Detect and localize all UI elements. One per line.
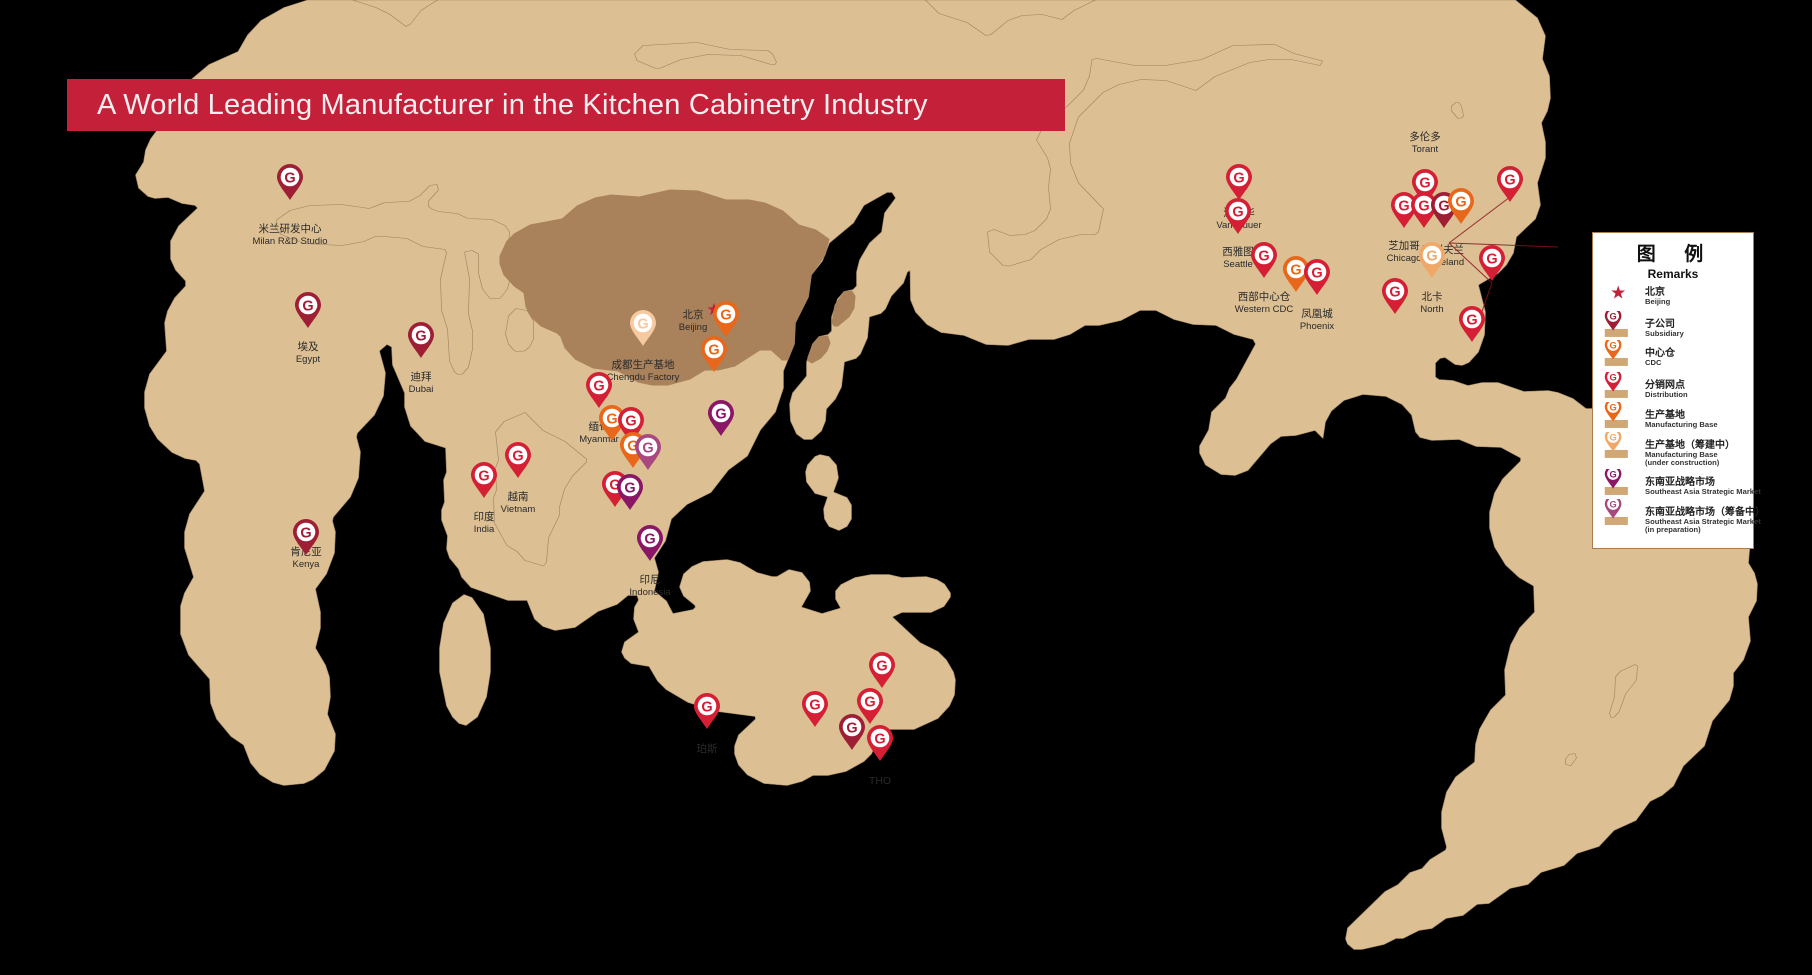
svg-text:G: G: [1486, 251, 1497, 267]
svg-text:G: G: [846, 720, 857, 736]
svg-text:北卡: 北卡: [1422, 290, 1443, 303]
svg-text:G: G: [874, 731, 885, 747]
svg-text:G: G: [809, 697, 820, 713]
svg-text:G: G: [1419, 175, 1430, 191]
svg-text:G: G: [593, 378, 604, 394]
svg-text:G: G: [284, 170, 295, 186]
svg-text:G: G: [1609, 340, 1616, 350]
svg-text:G: G: [625, 413, 636, 429]
svg-text:G: G: [644, 531, 655, 547]
svg-text:Western CDC: Western CDC: [1235, 304, 1294, 315]
svg-text:Kenya: Kenya: [293, 559, 321, 570]
svg-text:G: G: [512, 448, 523, 464]
svg-text:G: G: [1426, 248, 1437, 264]
svg-text:G: G: [701, 699, 712, 715]
svg-text:THO: THO: [869, 775, 891, 787]
svg-text:印度: 印度: [474, 510, 495, 523]
svg-text:G: G: [1609, 372, 1616, 382]
svg-text:G: G: [478, 468, 489, 484]
svg-text:印尼: 印尼: [640, 574, 661, 586]
svg-text:G: G: [300, 525, 311, 541]
svg-text:G: G: [624, 480, 635, 496]
svg-text:G: G: [1609, 402, 1616, 412]
svg-text:G: G: [876, 658, 887, 674]
svg-text:Beijing: Beijing: [679, 322, 708, 333]
svg-text:米兰研发中心: 米兰研发中心: [259, 222, 322, 235]
svg-text:G: G: [1311, 265, 1322, 281]
svg-text:G: G: [1609, 311, 1616, 321]
svg-text:G: G: [708, 342, 719, 358]
svg-text:G: G: [415, 328, 426, 344]
svg-text:Dubai: Dubai: [409, 384, 434, 395]
svg-text:India: India: [474, 524, 495, 535]
svg-text:芝加哥: 芝加哥: [1388, 239, 1420, 252]
svg-text:G: G: [637, 316, 648, 332]
svg-text:Torant: Torant: [1412, 144, 1439, 155]
svg-text:G: G: [1609, 432, 1616, 442]
svg-text:Vietnam: Vietnam: [501, 504, 536, 515]
svg-text:G: G: [1609, 499, 1616, 509]
svg-text:G: G: [1504, 172, 1515, 188]
svg-text:★: ★: [1610, 283, 1626, 303]
svg-text:G: G: [606, 411, 617, 427]
svg-text:G: G: [1258, 248, 1269, 264]
svg-text:西雅图: 西雅图: [1222, 245, 1254, 258]
svg-text:Chengdu Factory: Chengdu Factory: [607, 372, 680, 383]
svg-text:G: G: [1609, 469, 1616, 479]
svg-text:越南: 越南: [508, 490, 529, 503]
svg-text:G: G: [1232, 204, 1243, 220]
svg-text:西部中心仓: 西部中心仓: [1238, 290, 1291, 303]
svg-text:埃及: 埃及: [298, 340, 319, 353]
svg-text:Milan R&D Studio: Milan R&D Studio: [253, 236, 328, 247]
svg-text:珀斯: 珀斯: [697, 742, 718, 755]
svg-text:G: G: [1290, 262, 1301, 278]
svg-text:G: G: [864, 694, 875, 710]
svg-text:North: North: [1420, 304, 1443, 315]
svg-text:Seattle: Seattle: [1223, 259, 1253, 270]
svg-text:G: G: [642, 440, 653, 456]
svg-text:G: G: [715, 406, 726, 422]
svg-text:G: G: [1466, 312, 1477, 328]
svg-text:G: G: [1398, 198, 1409, 214]
svg-text:迪拜: 迪拜: [411, 371, 432, 383]
svg-text:Phoenix: Phoenix: [1300, 321, 1335, 332]
svg-text:成都生产基地: 成都生产基地: [612, 358, 675, 371]
svg-text:北京: 北京: [683, 308, 704, 321]
svg-text:G: G: [1389, 284, 1400, 300]
svg-text:G: G: [302, 298, 313, 314]
svg-text:Indonesia: Indonesia: [629, 587, 671, 598]
svg-text:G: G: [1233, 170, 1244, 186]
svg-text:Chicago: Chicago: [1387, 253, 1422, 264]
svg-text:凤凰城: 凤凰城: [1301, 308, 1333, 320]
svg-text:G: G: [1455, 194, 1466, 210]
svg-text:Egypt: Egypt: [296, 354, 321, 365]
svg-text:G: G: [1438, 198, 1449, 214]
svg-text:G: G: [1418, 198, 1429, 214]
svg-text:多伦多: 多伦多: [1409, 130, 1441, 143]
svg-text:G: G: [720, 307, 731, 323]
